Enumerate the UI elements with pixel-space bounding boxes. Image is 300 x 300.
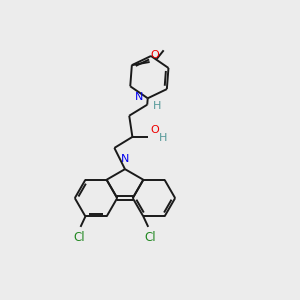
Text: O: O (150, 125, 159, 135)
Text: O: O (151, 50, 160, 60)
Text: N: N (121, 154, 129, 164)
Text: Cl: Cl (144, 231, 155, 244)
Text: N: N (135, 92, 144, 102)
Text: H: H (159, 133, 167, 143)
Text: Cl: Cl (73, 231, 85, 244)
Text: H: H (153, 101, 161, 111)
